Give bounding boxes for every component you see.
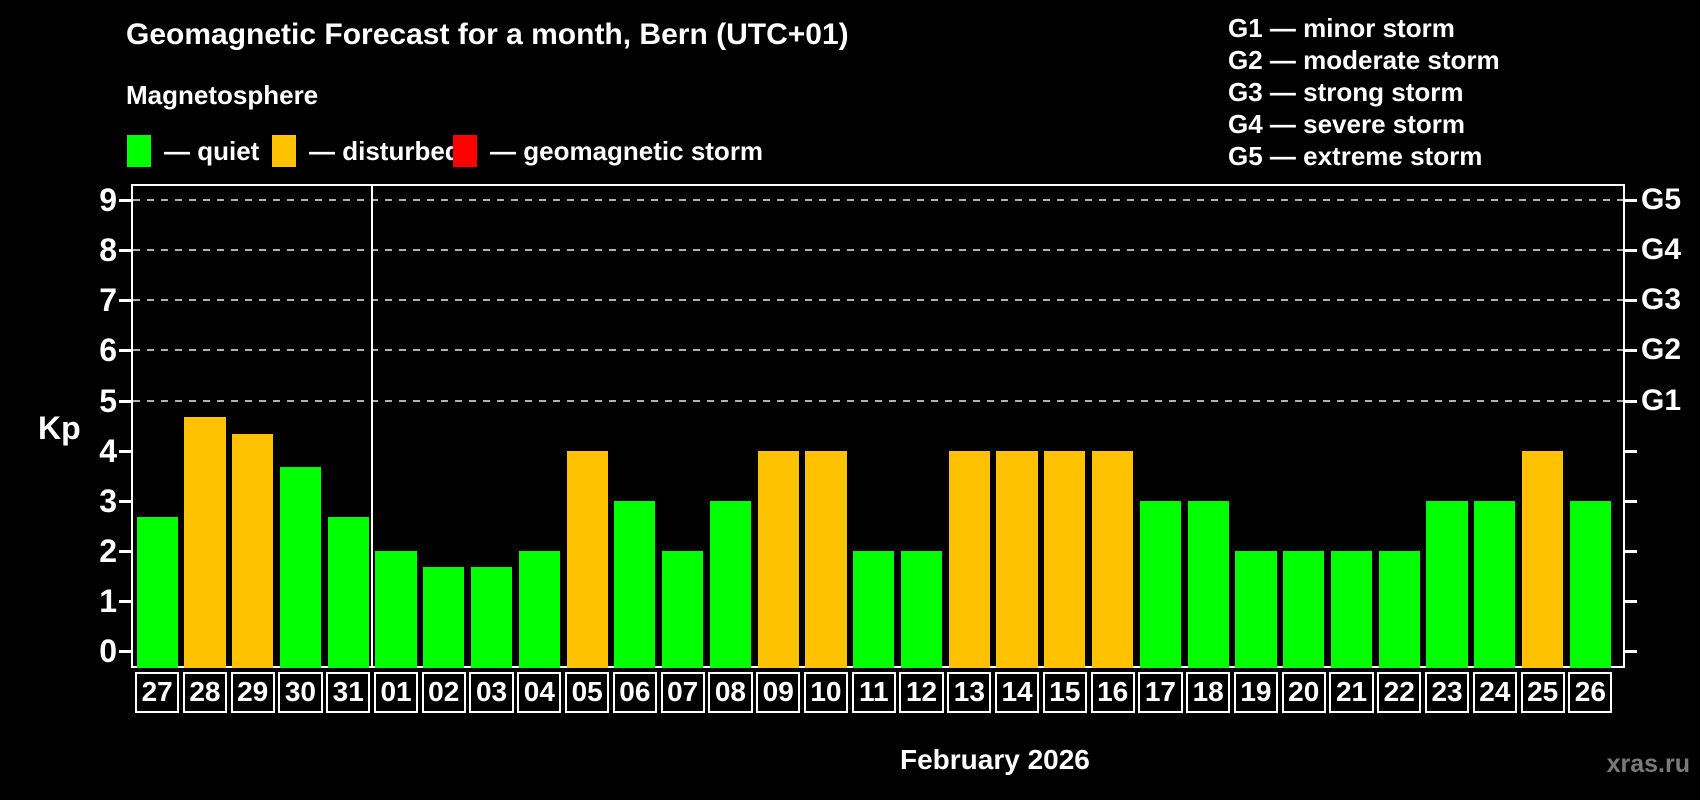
watermark: xras.ru: [1606, 750, 1690, 778]
day-label-30: 30: [278, 672, 323, 713]
y-axis-tick-4: [119, 449, 131, 453]
day-label-02: 02: [421, 672, 466, 713]
legend-item-quiet: — quiet: [127, 135, 259, 167]
day-label-22: 22: [1377, 672, 1422, 713]
y-axis-tick-3: [119, 499, 131, 503]
y-axis-tick-1: [119, 599, 131, 603]
y-tick-label-1: 1: [99, 582, 117, 619]
y-tick-label-3: 3: [99, 482, 117, 519]
day-label-04: 04: [517, 672, 562, 713]
day-label-15: 15: [1042, 672, 1087, 713]
day-label-20: 20: [1281, 672, 1326, 713]
day-label-08: 08: [708, 672, 753, 713]
day-label-26: 26: [1568, 672, 1613, 713]
day-label-29: 29: [230, 672, 275, 713]
right-axis-tick-9: [1625, 199, 1637, 203]
legend-label-disturbed: — disturbed: [309, 135, 461, 166]
legend-item-storm: — geomagnetic storm: [453, 135, 763, 167]
day-label-06: 06: [612, 672, 657, 713]
day-label-05: 05: [565, 672, 610, 713]
y-tick-label-0: 0: [99, 633, 117, 669]
y-axis-tick-0: [119, 650, 131, 653]
y-tick-label-2: 2: [99, 532, 117, 569]
right-axis-tick-3: [1625, 499, 1637, 503]
g-legend-line-4: G4 — severe storm: [1228, 109, 1466, 139]
day-label-31: 31: [326, 672, 371, 713]
day-label-19: 19: [1233, 672, 1279, 713]
day-label-07: 07: [660, 672, 705, 713]
day-label-23: 23: [1424, 672, 1470, 713]
g-legend-line-2: G2 — moderate storm: [1228, 45, 1500, 75]
right-axis-tick-0: [1625, 650, 1637, 653]
g-legend-line-5: G5 — extreme storm: [1228, 141, 1483, 171]
y-axis-tick-9: [119, 199, 131, 203]
day-label-01: 01: [373, 672, 419, 713]
day-label-21: 21: [1329, 672, 1374, 713]
legend-label-quiet: — quiet: [164, 135, 260, 166]
day-label-12: 12: [899, 672, 944, 713]
legend-item-disturbed: — disturbed: [272, 135, 461, 167]
right-axis-tick-4: [1625, 449, 1637, 453]
g-scale-label-g2: G2: [1641, 333, 1682, 367]
day-label-14: 14: [994, 672, 1040, 713]
day-label-17: 17: [1138, 672, 1183, 713]
day-label-28: 28: [182, 672, 228, 713]
g-legend-line-3: G3 — strong storm: [1228, 77, 1464, 107]
y-axis-tick-2: [119, 549, 131, 553]
g-legend-line-1: G1 — minor storm: [1228, 13, 1455, 43]
quiet-color-swatch: [127, 135, 151, 167]
chart-subtitle: Magnetosphere: [126, 80, 319, 110]
y-axis-tick-8: [119, 249, 131, 253]
right-axis-tick-5: [1625, 399, 1637, 403]
day-label-11: 11: [851, 672, 896, 713]
right-axis-tick-6: [1625, 349, 1637, 353]
right-axis-tick-8: [1625, 249, 1637, 253]
y-axis-tick-7: [119, 299, 131, 303]
y-axis-tick-6: [119, 349, 131, 353]
y-tick-label-9: 9: [99, 182, 117, 219]
g-scale-label-g5: G5: [1641, 183, 1682, 217]
right-axis-tick-1: [1625, 599, 1637, 603]
day-label-03: 03: [469, 672, 514, 713]
right-axis-tick-7: [1625, 299, 1637, 303]
day-label-09: 09: [756, 672, 801, 713]
day-label-16: 16: [1090, 672, 1135, 713]
day-label-24: 24: [1472, 672, 1517, 713]
disturbed-color-swatch: [272, 135, 296, 167]
right-axis-tick-2: [1625, 549, 1637, 553]
x-axis-title: February 2026: [899, 744, 1090, 775]
y-axis-title: Kp: [38, 410, 81, 446]
g-scale-label-g1: G1: [1641, 383, 1682, 417]
day-label-27: 27: [135, 672, 180, 713]
page-title: Geomagnetic Forecast for a month, Bern (…: [126, 18, 849, 51]
g-scale-label-g4: G4: [1641, 233, 1682, 267]
day-label-10: 10: [803, 672, 849, 713]
y-tick-label-6: 6: [99, 332, 117, 369]
y-tick-label-7: 7: [99, 282, 117, 319]
y-tick-label-8: 8: [99, 232, 117, 269]
plot-area: [131, 184, 1625, 668]
day-label-18: 18: [1186, 672, 1231, 713]
g-scale-label-g3: G3: [1641, 283, 1682, 317]
day-label-13: 13: [947, 672, 992, 713]
y-axis-tick-5: [119, 399, 131, 403]
legend-label-storm: — geomagnetic storm: [490, 135, 764, 166]
storm-color-swatch: [453, 135, 477, 167]
g-scale-legend: G1 — minor storm G2 — moderate storm G3 …: [1228, 12, 1500, 172]
day-label-25: 25: [1520, 672, 1565, 713]
